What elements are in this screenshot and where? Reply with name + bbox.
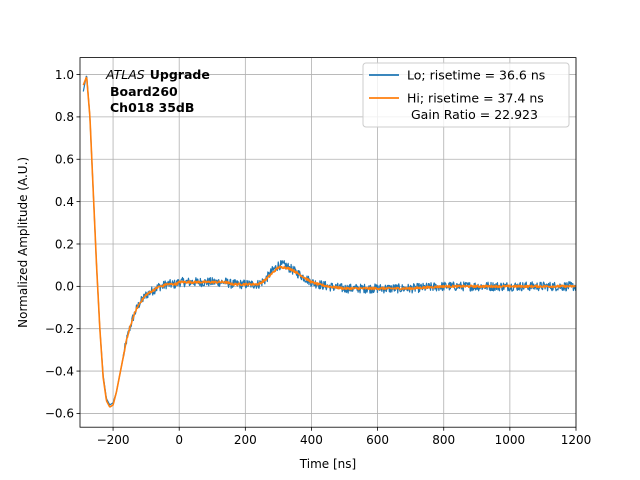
x-tick-label: 800 bbox=[432, 433, 455, 447]
x-tick-label: 200 bbox=[234, 433, 257, 447]
y-tick-label: −0.2 bbox=[45, 322, 74, 336]
y-tick-label: −0.6 bbox=[45, 407, 74, 421]
y-tick-label: 0.8 bbox=[55, 110, 74, 124]
legend-label-lo: Lo; risetime = 36.6 ns bbox=[407, 68, 545, 83]
plot-frame bbox=[79, 57, 577, 428]
series-line-hi bbox=[82, 76, 576, 408]
y-tick-label: 0.2 bbox=[55, 237, 74, 251]
atlas-label: ATLAS Upgrade bbox=[105, 67, 210, 82]
channel-label: Ch018 35dB bbox=[110, 100, 194, 115]
x-axis-label: Time [ns] bbox=[299, 457, 356, 471]
series-layer bbox=[82, 75, 576, 408]
y-axis-label: Normalized Amplitude (A.U.) bbox=[16, 157, 30, 328]
x-tick-label: 1200 bbox=[561, 433, 592, 447]
legend-gain-ratio: Gain Ratio = 22.923 bbox=[411, 107, 538, 122]
axis-ticks: −200 0 200 400 600 800 1000 1200 −0.6 −0.4 −0.2 0.0… bbox=[45, 68, 591, 447]
annotation-block: ATLAS Upgrade Board260 Ch018 35dB bbox=[105, 67, 210, 115]
upgrade-text: Upgrade bbox=[150, 67, 210, 82]
board-label: Board260 bbox=[110, 84, 178, 99]
x-tick-label: 0 bbox=[175, 433, 183, 447]
legend-label-hi: Hi; risetime = 37.4 ns bbox=[407, 91, 544, 106]
x-tick-label: 400 bbox=[300, 433, 323, 447]
x-tick-label: −200 bbox=[97, 433, 130, 447]
y-tick-label: 1.0 bbox=[55, 68, 74, 82]
y-tick-label: 0.4 bbox=[55, 195, 74, 209]
x-tick-label: 1000 bbox=[495, 433, 526, 447]
y-tick-label: −0.4 bbox=[45, 364, 74, 378]
y-tick-label: 0.6 bbox=[55, 153, 74, 167]
legend: Lo; risetime = 36.6 ns Hi; risetime = 37… bbox=[362, 62, 570, 128]
legend-box bbox=[362, 62, 570, 128]
y-tick-label: 0.0 bbox=[55, 280, 74, 294]
x-tick-label: 600 bbox=[366, 433, 389, 447]
atlas-text: ATLAS bbox=[105, 67, 145, 82]
